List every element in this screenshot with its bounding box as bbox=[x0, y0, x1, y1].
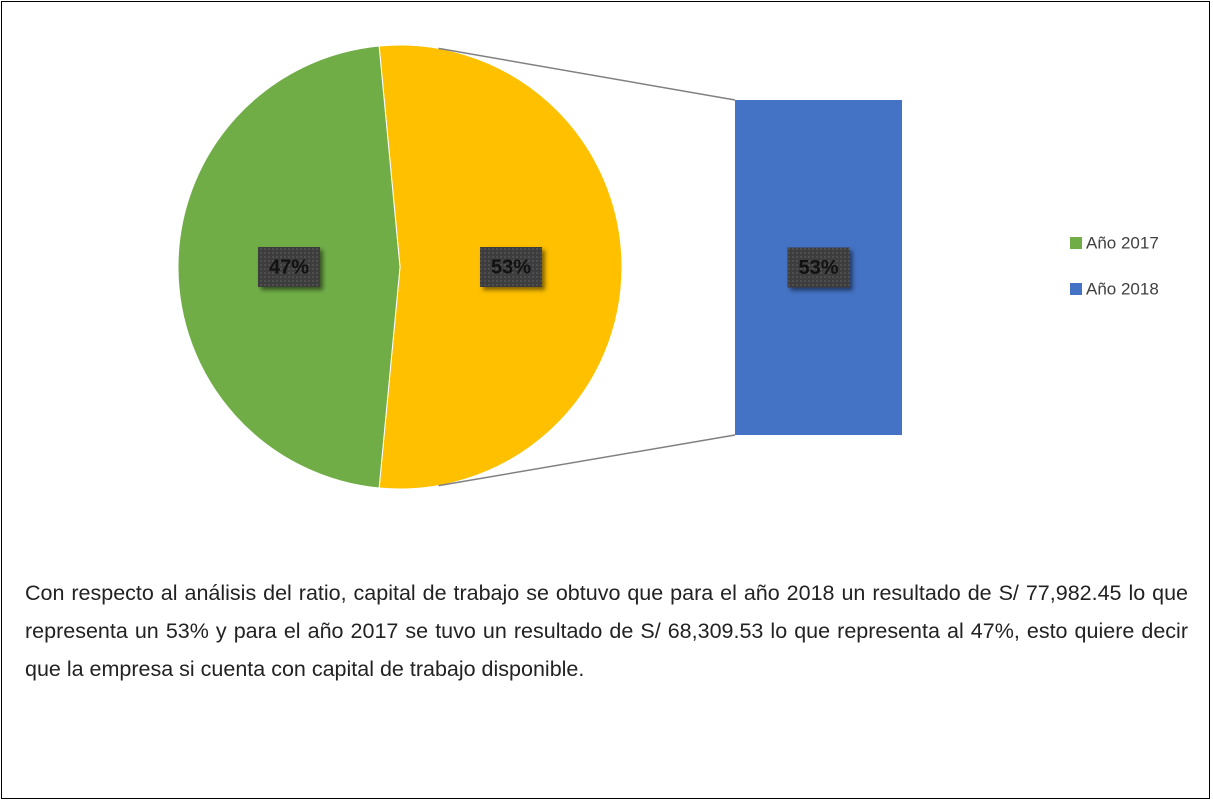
legend-swatch bbox=[1070, 237, 1082, 249]
data-label: 47% bbox=[269, 256, 309, 278]
connector bbox=[438, 47, 736, 101]
connector bbox=[438, 434, 736, 487]
legend-swatch bbox=[1070, 283, 1082, 295]
data-label: 53% bbox=[798, 257, 838, 279]
paragraph: Con respecto al análisis del ratio, capi… bbox=[25, 581, 1188, 681]
chart: 47% 53% 53% Año 2017 Año 2018 bbox=[177, 44, 1159, 490]
data-label: 53% bbox=[491, 256, 531, 278]
data-label-box bbox=[258, 247, 320, 287]
data-label-box bbox=[787, 247, 850, 288]
legend-label: Año 2018 bbox=[1086, 279, 1159, 298]
legend-label: Año 2017 bbox=[1086, 233, 1159, 252]
data-label-box bbox=[480, 247, 542, 287]
